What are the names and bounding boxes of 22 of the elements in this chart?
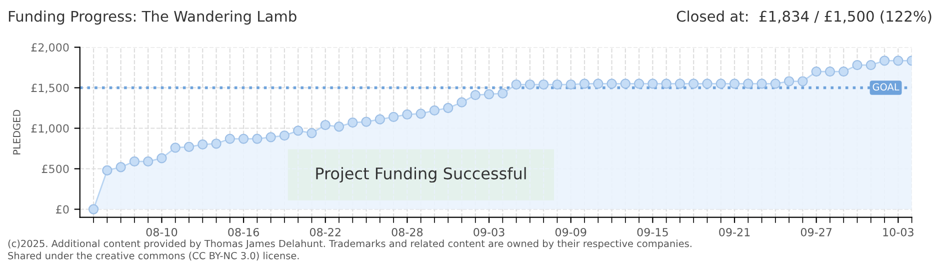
x-tick-label: 08-16 [228, 228, 259, 236]
x-tick-label: 09-09 [555, 228, 586, 236]
x-tick-label: 09-03 [474, 228, 504, 236]
x-tick-label: 08-22 [310, 228, 340, 236]
y-tick-label: £0 [56, 205, 69, 214]
annotation: Project Funding Successful [316, 167, 526, 183]
y-tick-label: £1,500 [31, 84, 69, 94]
x-tick-label: 09-27 [800, 228, 832, 236]
y-tick-label: £2,000 [31, 43, 69, 53]
chart-title: Funding Progress: The Wandering Lamb [8, 10, 296, 25]
ref-line-label: GOAL [872, 83, 900, 91]
text: (c)2025. Additional content provided by Thomas James Delahunt. Trademarks and related content are owned by their respective companies. [8, 240, 692, 250]
y-axis-title: PLEDGED [13, 110, 20, 154]
y-tick-label: £500 [42, 164, 69, 174]
x-tick-label: 10-03 [883, 228, 914, 236]
x-tick-label: 08-10 [146, 228, 178, 236]
x-tick-label: 09-21 [719, 228, 750, 236]
y-tick-label: £1,000 [31, 124, 69, 134]
text: Shared under the creative commons (CC BY-NC 3.0) license. [8, 252, 299, 260]
chart-subtitle: Closed at: £1,834 / £1,500 (122%) [676, 10, 932, 24]
x-tick-label: 08-28 [392, 228, 423, 236]
x-tick-label: 09-15 [637, 228, 668, 236]
